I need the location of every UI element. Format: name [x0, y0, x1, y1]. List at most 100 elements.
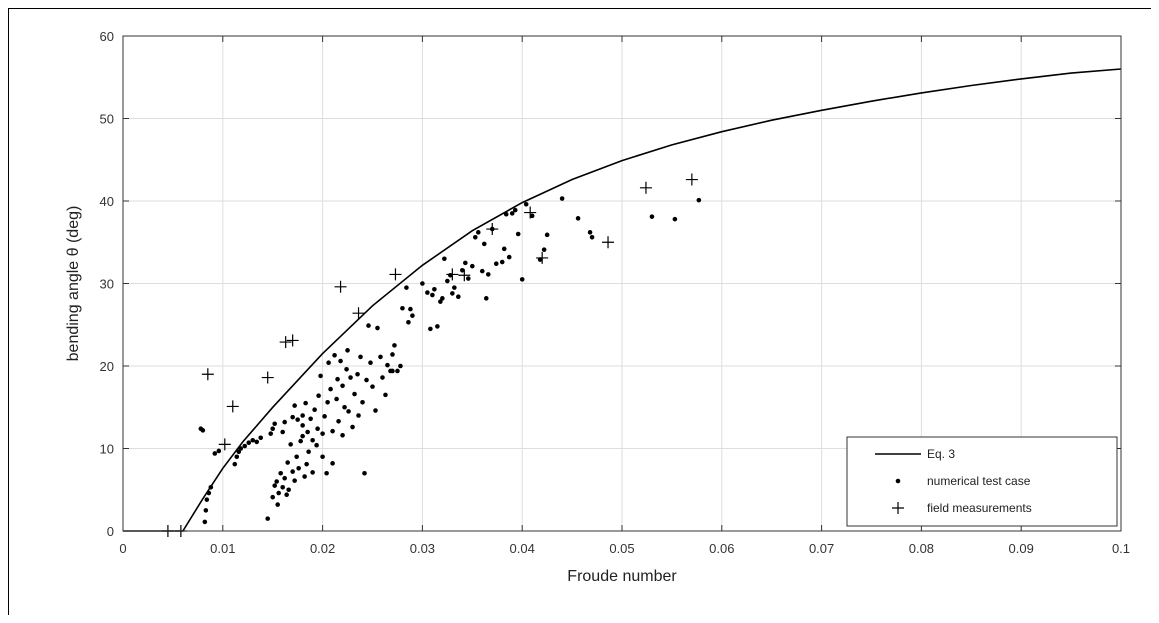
numerical-test-point — [345, 348, 350, 353]
numerical-test-point — [325, 400, 330, 405]
numerical-test-point — [378, 354, 383, 360]
numerical-test-point — [328, 386, 333, 392]
numerical-test-point — [286, 487, 291, 493]
numerical-test-point — [470, 263, 475, 269]
x-tick-label: 0.03 — [410, 541, 435, 556]
plot-series — [123, 68, 1122, 537]
numerical-test-point — [696, 197, 702, 203]
numerical-test-point — [316, 393, 321, 399]
field-measurement-marker — [226, 400, 239, 413]
numerical-test-point — [206, 490, 212, 496]
numerical-test-point — [310, 470, 315, 475]
numerical-test-point — [390, 352, 395, 357]
numerical-test-point — [200, 428, 206, 433]
y-tick-label: 60 — [100, 29, 114, 44]
field-measurement-marker — [602, 236, 615, 249]
numerical-test-point — [479, 268, 485, 274]
x-tick-label: 0.06 — [709, 541, 734, 556]
x-tick-label: 0.1 — [1112, 541, 1130, 556]
numerical-test-point — [282, 475, 287, 481]
numerical-test-point — [212, 451, 218, 456]
field-measurement-marker — [458, 269, 471, 282]
numerical-test-point — [280, 429, 285, 435]
legend-label: Eq. 3 — [927, 447, 955, 461]
numerical-test-point — [398, 363, 403, 369]
numerical-test-point — [232, 461, 238, 467]
numerical-test-point — [523, 202, 529, 207]
numerical-test-point — [318, 373, 323, 379]
numerical-test-point — [242, 443, 248, 449]
numerical-test-point — [296, 466, 301, 471]
numerical-test-point — [290, 469, 295, 474]
numerical-test-point — [330, 428, 335, 434]
numerical-test-point — [362, 470, 367, 476]
numerical-test-point — [278, 470, 283, 476]
numerical-test-point — [272, 483, 277, 488]
numerical-test-point — [300, 433, 305, 439]
numerical-test-point — [298, 438, 303, 444]
legend-label: numerical test case — [927, 474, 1031, 488]
numerical-test-point — [515, 231, 521, 237]
numerical-test-point — [246, 440, 252, 446]
numerical-test-point — [292, 403, 297, 408]
x-axis-title: Froude number — [567, 568, 677, 585]
numerical-test-point — [258, 435, 264, 441]
numerical-test-point — [288, 442, 293, 447]
axis-ticks — [122, 35, 1122, 532]
numerical-test-point — [506, 254, 512, 260]
numerical-test-point — [400, 305, 405, 311]
numerical-test-point — [332, 352, 337, 358]
numerical-test-point — [481, 241, 487, 247]
numerical-test-point — [295, 417, 300, 422]
numerical-test-point — [344, 367, 349, 372]
y-tick-label: 0 — [107, 524, 114, 539]
x-tick-label: 0.08 — [909, 541, 934, 556]
numerical-test-point — [340, 433, 345, 438]
numerical-test-point — [463, 260, 468, 266]
axis-tick-labels: 0 0.01 0.02 0.03 0.04 0.05 0.06 0.07 0.08 0.09 0.1… — [100, 29, 1131, 556]
numerical-test-point — [410, 313, 415, 318]
numerical-test-point — [355, 371, 360, 377]
numerical-test-point — [408, 306, 413, 312]
grid-lines — [123, 36, 1121, 531]
numerical-test-point — [348, 375, 353, 380]
numerical-test-point — [294, 454, 299, 460]
numerical-test-point — [340, 383, 345, 389]
x-tick-label: 0.04 — [510, 541, 535, 556]
numerical-test-point — [310, 437, 315, 443]
numerical-test-point — [300, 423, 305, 428]
numerical-test-point — [442, 256, 447, 262]
numerical-test-point — [519, 277, 525, 282]
series-field-measurements — [161, 173, 698, 537]
numerical-test-point — [216, 448, 222, 454]
series-numerical-test-case — [198, 196, 702, 525]
numerical-test-point — [370, 384, 375, 389]
numerical-test-point — [254, 439, 260, 445]
numerical-test-point — [292, 478, 297, 483]
numerical-test-point — [420, 281, 425, 286]
numerical-test-point — [303, 400, 308, 406]
numerical-test-point — [509, 211, 515, 216]
numerical-test-point — [380, 375, 385, 380]
numerical-test-point — [304, 461, 309, 467]
numerical-test-point — [404, 285, 409, 290]
series-eq-3 — [123, 68, 1122, 532]
y-tick-label: 10 — [100, 442, 114, 457]
numerical-test-point — [392, 343, 397, 348]
numerical-test-point — [324, 470, 329, 476]
legend-dot-swatch — [895, 478, 901, 484]
numerical-test-point — [435, 324, 440, 329]
numerical-test-point — [428, 326, 433, 332]
numerical-test-point — [445, 278, 450, 284]
x-tick-label: 0.05 — [609, 541, 634, 556]
numerical-test-point — [450, 291, 455, 296]
chart-legend: Eq. 3 numerical test case field measuremen… — [846, 436, 1118, 527]
numerical-test-point — [589, 235, 595, 240]
field-measurement-marker — [334, 280, 347, 293]
numerical-test-point — [305, 429, 310, 435]
numerical-test-point — [649, 214, 655, 219]
x-tick-label: 0.09 — [1009, 541, 1034, 556]
numerical-test-point — [282, 419, 287, 425]
x-tick-label: 0.01 — [210, 541, 235, 556]
numerical-test-point — [460, 268, 465, 273]
